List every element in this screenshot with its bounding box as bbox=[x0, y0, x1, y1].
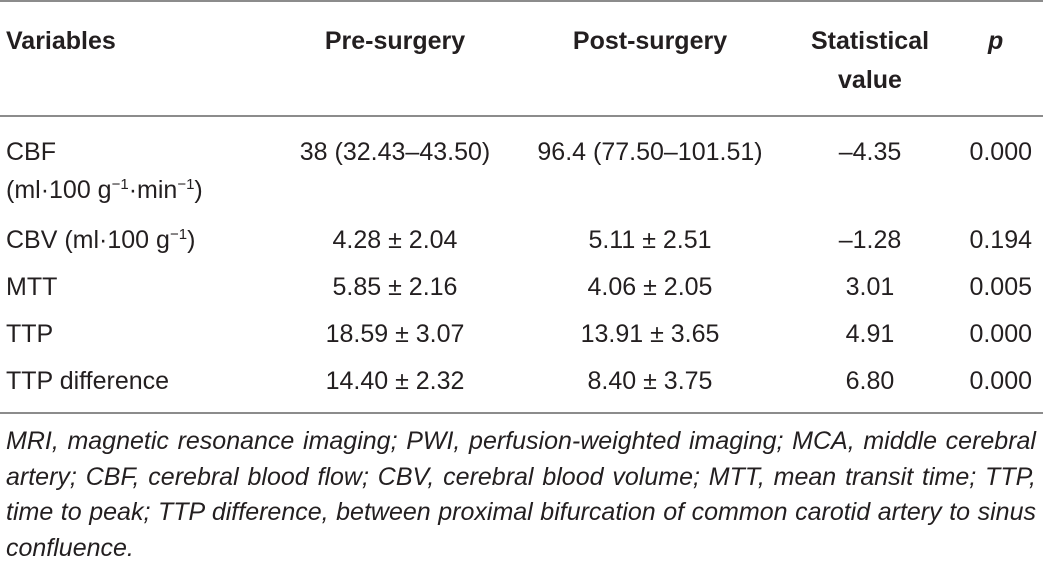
row-cbf-pre: 38 (32.43–43.50) bbox=[299, 138, 491, 166]
row-mtt-variable: MTT bbox=[6, 273, 58, 301]
row-cbv-post: 5.11 ± 2.51 bbox=[588, 226, 712, 254]
row-cbf-variable-line2: (ml·100 g−1·min−1) bbox=[6, 176, 203, 204]
row-ttp-pre: 18.59 ± 3.07 bbox=[325, 320, 465, 348]
row-ttp-difference-variable: TTP difference bbox=[6, 367, 170, 395]
row-ttp-variable: TTP bbox=[6, 320, 54, 348]
header-p: p bbox=[988, 27, 1004, 55]
row-cbf-stat: –4.35 bbox=[838, 138, 902, 166]
header-variables: Variables bbox=[6, 27, 116, 55]
table-top-rule bbox=[0, 0, 1043, 2]
row-cbf-variable-line1: CBF bbox=[6, 138, 56, 166]
row-cbv-pre: 4.28 ± 2.04 bbox=[332, 226, 458, 254]
row-ttp-difference-p: 0.000 bbox=[969, 367, 1032, 395]
row-cbv-stat: –1.28 bbox=[838, 226, 902, 254]
row-cbv-p: 0.194 bbox=[969, 226, 1032, 254]
row-ttp-post: 13.91 ± 3.65 bbox=[580, 320, 720, 348]
header-pre-surgery: Pre-surgery bbox=[324, 27, 466, 55]
row-cbf-p: 0.000 bbox=[969, 138, 1032, 166]
row-mtt-post: 4.06 ± 2.05 bbox=[587, 273, 713, 301]
row-cbv-variable: CBV (ml·100 g−1) bbox=[6, 226, 196, 254]
header-post-surgery: Post-surgery bbox=[572, 27, 728, 55]
table-footnote: MRI, magnetic resonance imaging; PWI, pe… bbox=[6, 427, 1036, 562]
table-bottom-rule bbox=[0, 412, 1043, 414]
header-statistical-value-line2: value bbox=[838, 66, 902, 94]
row-mtt-p: 0.005 bbox=[969, 273, 1032, 301]
row-ttp-difference-pre: 14.40 ± 2.32 bbox=[325, 367, 465, 395]
header-statistical-value-line1: Statistical bbox=[810, 27, 930, 55]
row-mtt-pre: 5.85 ± 2.16 bbox=[332, 273, 458, 301]
row-ttp-difference-post: 8.40 ± 3.75 bbox=[587, 367, 713, 395]
row-cbf-post: 96.4 (77.50–101.51) bbox=[537, 138, 763, 166]
row-ttp-difference-stat: 6.80 bbox=[845, 367, 895, 395]
row-ttp-p: 0.000 bbox=[969, 320, 1032, 348]
header-bottom-rule bbox=[0, 115, 1043, 117]
row-mtt-stat: 3.01 bbox=[845, 273, 895, 301]
row-ttp-stat: 4.91 bbox=[845, 320, 895, 348]
